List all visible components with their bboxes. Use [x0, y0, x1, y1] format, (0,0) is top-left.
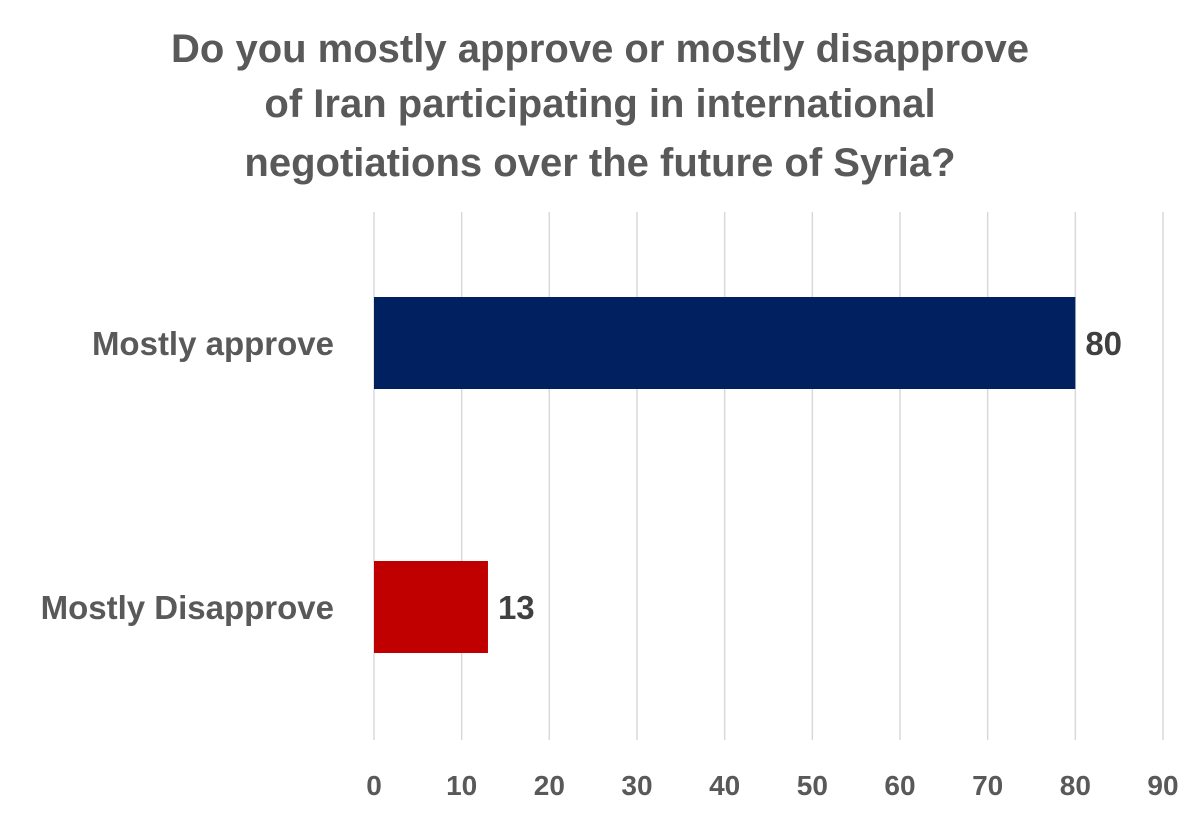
x-tick-label-80: 80 — [1060, 770, 1091, 801]
chart-title-line-2: of Iran participating in international — [264, 82, 935, 126]
x-axis-tick-labels: 0 10 20 30 40 50 60 70 80 90 — [366, 770, 1178, 801]
x-tick-label-50: 50 — [797, 770, 828, 801]
x-tick-label-20: 20 — [534, 770, 565, 801]
x-tick-label-0: 0 — [366, 770, 382, 801]
x-tick-label-40: 40 — [709, 770, 740, 801]
chart-title-line-1: Do you mostly approve or mostly disappro… — [171, 27, 1029, 71]
bar-mostly-approve — [374, 297, 1076, 389]
x-tick-label-30: 30 — [621, 770, 652, 801]
x-tick-label-70: 70 — [972, 770, 1003, 801]
chart-title-line-3: negotiations over the future of Syria? — [244, 141, 955, 185]
x-tick-label-10: 10 — [446, 770, 477, 801]
x-tick-label-60: 60 — [884, 770, 915, 801]
bar-mostly-disapprove — [374, 561, 488, 653]
gridlines — [373, 212, 1164, 740]
category-labels: Mostly approve Mostly Disapprove — [41, 325, 334, 626]
data-label-mostly-disapprove: 13 — [498, 589, 535, 626]
data-labels: 80 13 — [498, 325, 1122, 626]
data-label-mostly-approve: 80 — [1085, 325, 1122, 362]
category-label-mostly-disapprove: Mostly Disapprove — [41, 589, 334, 626]
category-label-mostly-approve: Mostly approve — [92, 325, 334, 362]
chart-title: Do you mostly approve or mostly disappro… — [171, 27, 1029, 185]
bars — [374, 297, 1076, 653]
x-tick-label-90: 90 — [1147, 770, 1178, 801]
